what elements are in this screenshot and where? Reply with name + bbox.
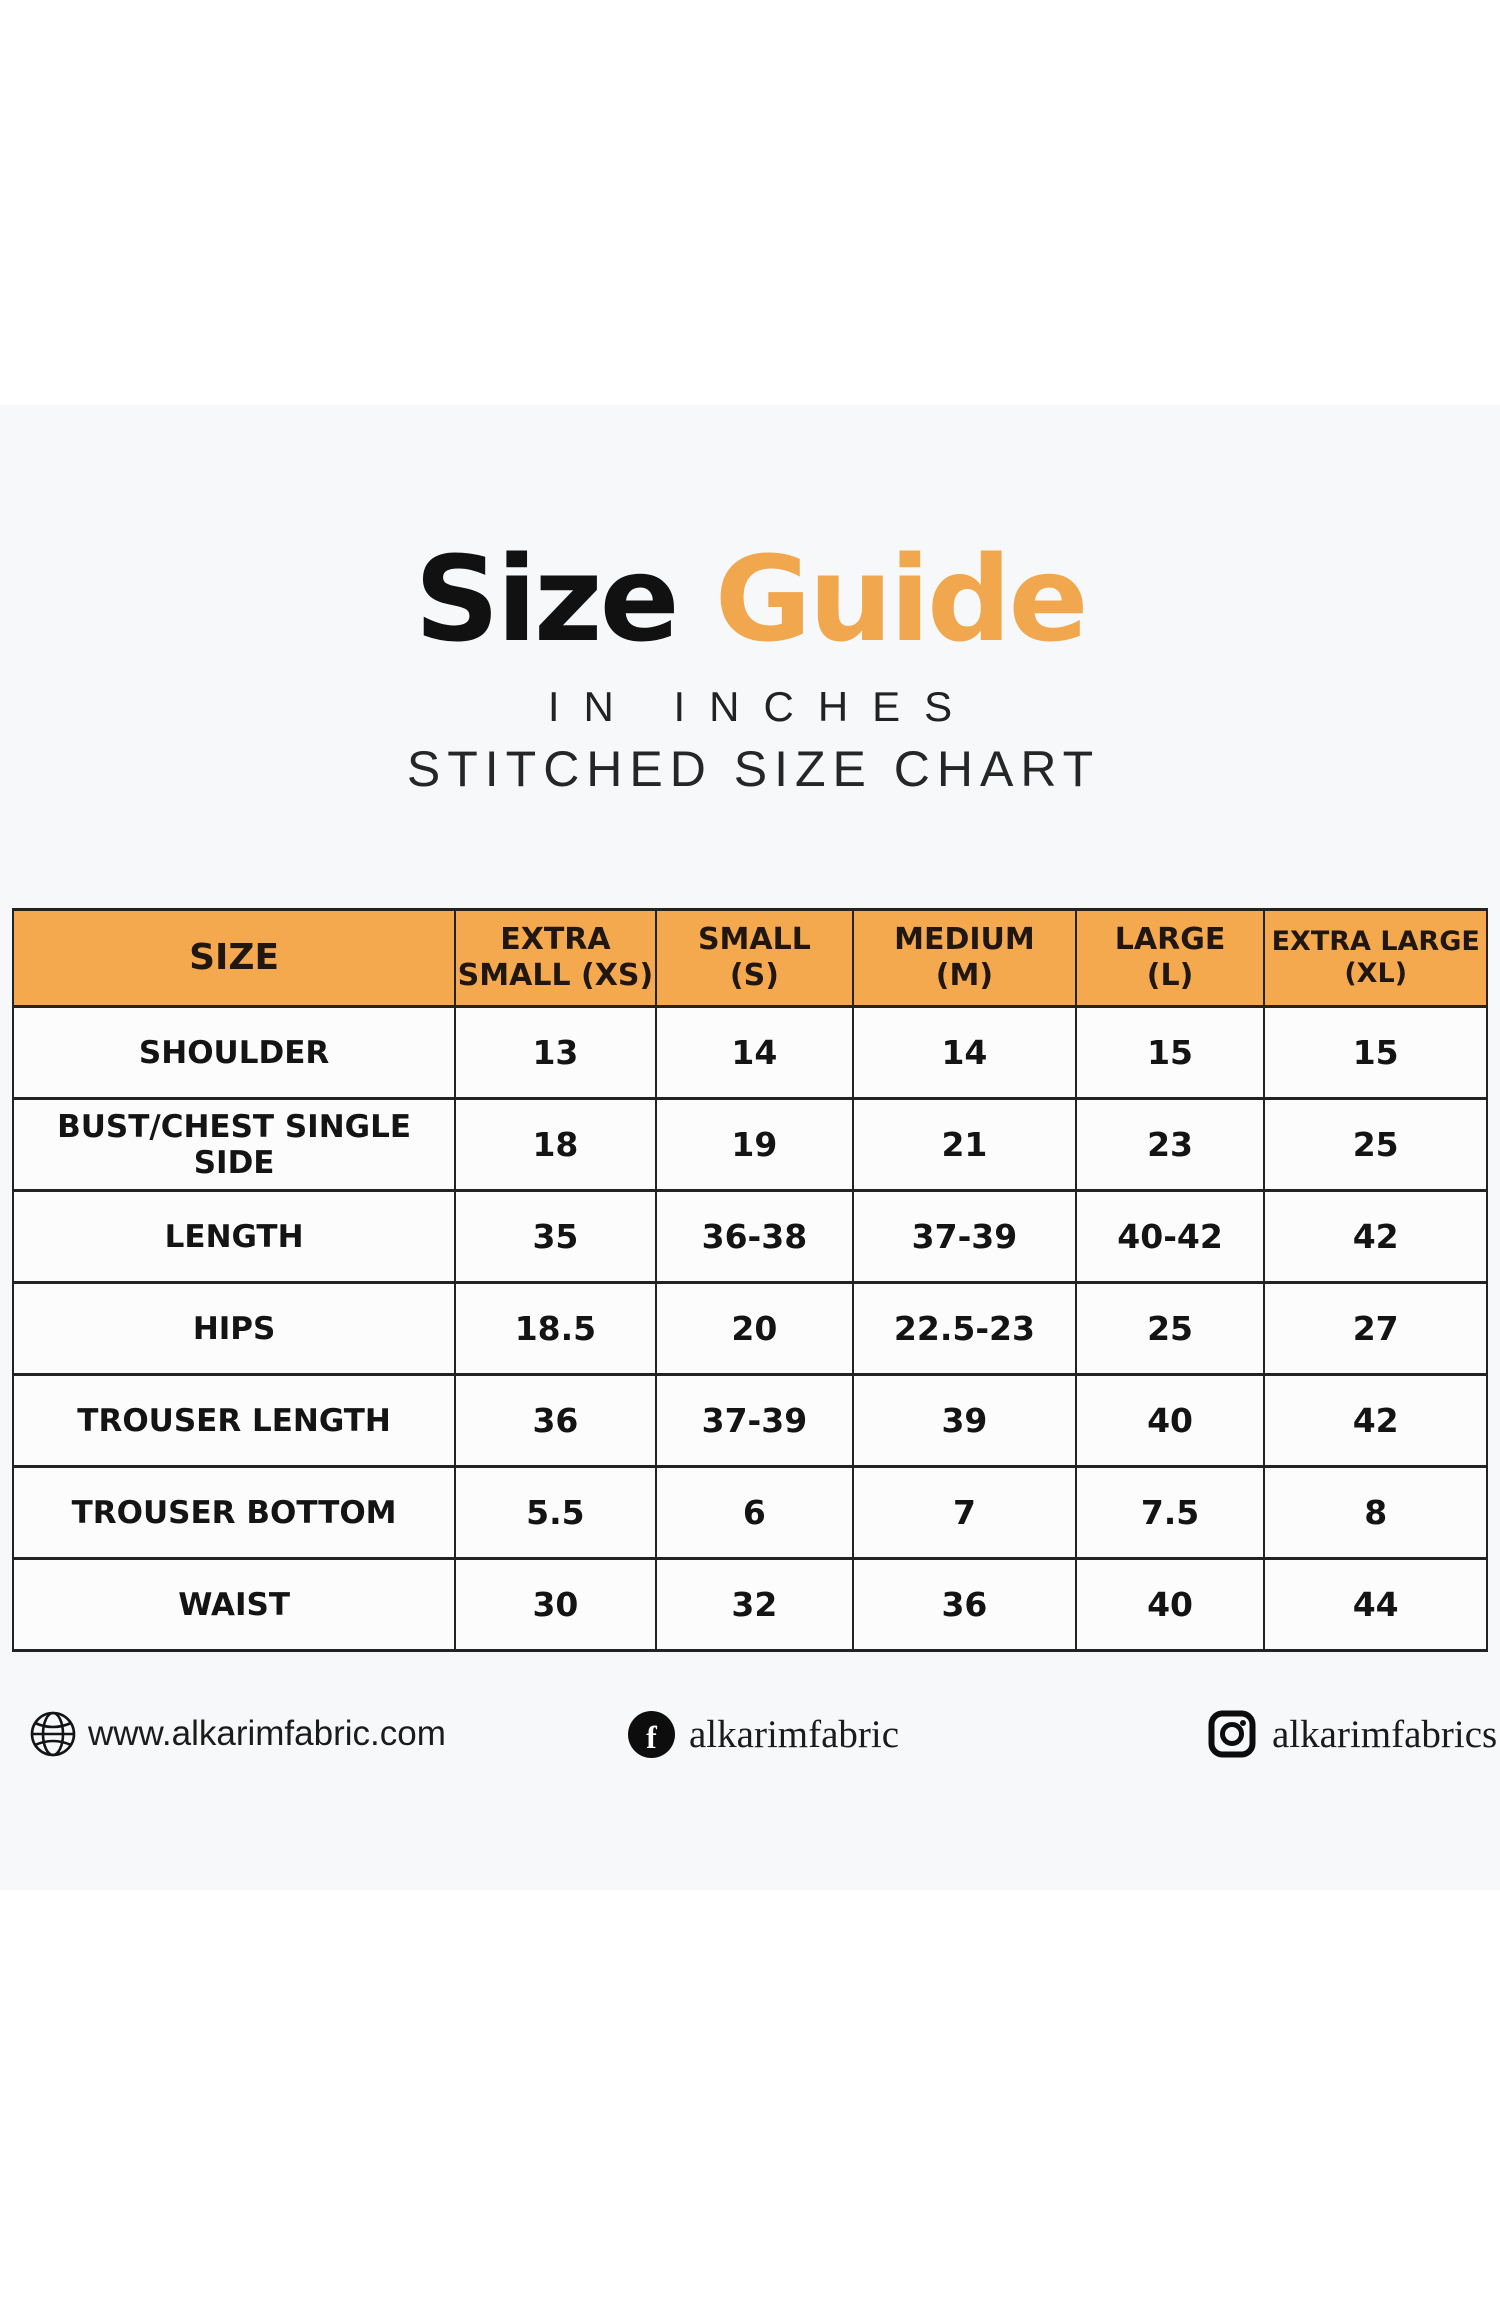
- subtitle-chart: STITCHED SIZE CHART: [406, 741, 1101, 797]
- size-value-cell: 25: [1074, 1281, 1266, 1376]
- instagram-icon: [1208, 1710, 1256, 1758]
- size-table: SIZE EXTRA SMALL (XS) SMALL (S) MEDIUM (M) L…: [11, 908, 1488, 1652]
- column-header: SIZE: [11, 908, 457, 1008]
- website-url: www.alkarimfabric.com: [88, 1714, 446, 1753]
- facebook-f-glyph: f: [646, 1719, 657, 1755]
- page-title-guide: Guide: [714, 530, 1089, 668]
- size-value-cell: 27: [1263, 1281, 1488, 1376]
- size-value-cell: 39: [852, 1373, 1077, 1468]
- footer-facebook: f alkarimfabric: [628, 1708, 899, 1760]
- size-value-cell: 18: [454, 1097, 657, 1192]
- size-value-cell: 22.5-23: [852, 1281, 1077, 1376]
- size-value-cell: 7.5: [1074, 1465, 1266, 1560]
- table-row: BUST/CHEST SINGLE SIDE 18 19 21 23 25: [11, 1097, 1488, 1192]
- header-row: SIZE EXTRA SMALL (XS) SMALL (S) MEDIUM (M) L…: [11, 908, 1488, 1008]
- title-block: Size Guide IN INCHES STITCHED SIZE CHART: [0, 540, 1500, 794]
- size-value-cell: 44: [1263, 1557, 1488, 1652]
- size-value-cell: 32: [654, 1557, 855, 1652]
- table-row: SHOULDER 13 14 14 15 15: [11, 1005, 1488, 1100]
- page-title-size: Size: [414, 530, 679, 668]
- column-header: MEDIUM (M): [852, 908, 1077, 1008]
- size-value-cell: 6: [654, 1465, 855, 1560]
- row-label: TROUSER BOTTOM: [11, 1465, 457, 1560]
- size-value-cell: 20: [654, 1281, 855, 1376]
- column-header: EXTRA SMALL (XS): [454, 908, 657, 1008]
- globe-icon: [28, 1709, 78, 1759]
- size-value-cell: 14: [852, 1005, 1077, 1100]
- size-value-cell: 40-42: [1074, 1189, 1266, 1284]
- size-value-cell: 40: [1074, 1373, 1266, 1468]
- column-header: SMALL (S): [654, 908, 855, 1008]
- size-value-cell: 18.5: [454, 1281, 657, 1376]
- size-value-cell: 13: [454, 1005, 657, 1100]
- size-value-cell: 40: [1074, 1557, 1266, 1652]
- table-row: TROUSER LENGTH 36 37-39 39 40 42: [11, 1373, 1488, 1468]
- table-row: HIPS 18.5 20 22.5-23 25 27: [11, 1281, 1488, 1376]
- size-value-cell: 8: [1263, 1465, 1488, 1560]
- size-value-cell: 15: [1263, 1005, 1488, 1100]
- footer-instagram: alkarimfabrics: [1208, 1708, 1497, 1760]
- size-value-cell: 19: [654, 1097, 855, 1192]
- size-value-cell: 35: [454, 1189, 657, 1284]
- row-label: HIPS: [11, 1281, 457, 1376]
- facebook-icon: f: [628, 1710, 675, 1758]
- size-table-body: SHOULDER 13 14 14 15 15 BUST/CHEST SINGLE SIDE…: [11, 1005, 1488, 1652]
- column-header: LARGE (L): [1074, 908, 1266, 1008]
- row-label: SHOULDER: [11, 1005, 457, 1100]
- table-row: LENGTH 35 36-38 37-39 40-42 42: [11, 1189, 1488, 1284]
- facebook-handle: alkarimfabric: [689, 1712, 900, 1756]
- row-label: WAIST: [11, 1557, 457, 1652]
- instagram-handle: alkarimfabrics: [1272, 1712, 1498, 1756]
- subtitle-units: IN INCHES: [547, 683, 977, 730]
- size-value-cell: 37-39: [852, 1189, 1077, 1284]
- title-space: [677, 530, 715, 668]
- footer-website: www.alkarimfabric.com: [28, 1708, 446, 1760]
- table-row: TROUSER BOTTOM 5.5 6 7 7.5 8: [11, 1465, 1488, 1560]
- size-value-cell: 5.5: [454, 1465, 657, 1560]
- size-value-cell: 36: [852, 1557, 1077, 1652]
- size-value-cell: 15: [1074, 1005, 1266, 1100]
- size-value-cell: 37-39: [654, 1373, 855, 1468]
- row-label: LENGTH: [11, 1189, 457, 1284]
- size-value-cell: 23: [1074, 1097, 1266, 1192]
- row-label: BUST/CHEST SINGLE SIDE: [11, 1097, 457, 1192]
- row-label: TROUSER LENGTH: [11, 1373, 457, 1468]
- size-value-cell: 36: [454, 1373, 657, 1468]
- page-title: Size Guide: [0, 540, 1500, 658]
- column-header: EXTRA LARGE (XL): [1263, 908, 1488, 1008]
- size-value-cell: 21: [852, 1097, 1077, 1192]
- size-value-cell: 14: [654, 1005, 855, 1100]
- size-value-cell: 7: [852, 1465, 1077, 1560]
- size-value-cell: 36-38: [654, 1189, 855, 1284]
- size-value-cell: 30: [454, 1557, 657, 1652]
- table-row: WAIST 30 32 36 40 44: [11, 1557, 1488, 1652]
- size-value-cell: 42: [1263, 1189, 1488, 1284]
- size-table-header: SIZE EXTRA SMALL (XS) SMALL (S) MEDIUM (M) L…: [11, 908, 1488, 1008]
- size-value-cell: 42: [1263, 1373, 1488, 1468]
- size-value-cell: 25: [1263, 1097, 1488, 1192]
